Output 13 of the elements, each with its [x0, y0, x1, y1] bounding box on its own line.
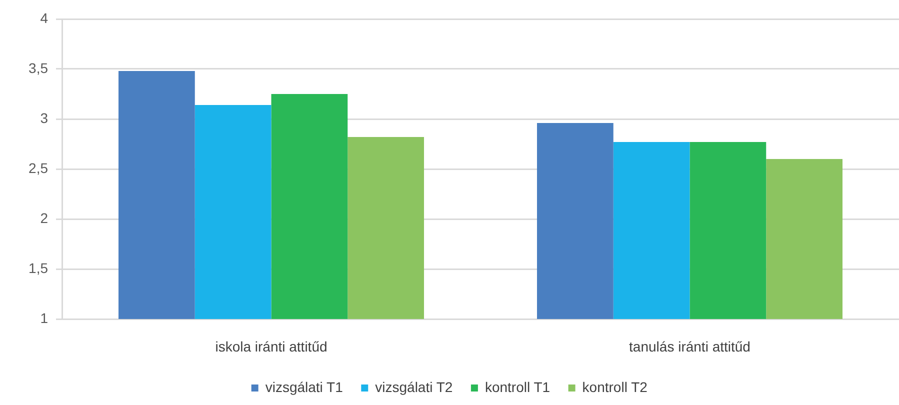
y-tick-label: 3,5 — [28, 60, 48, 76]
y-tick-label: 2 — [40, 210, 48, 226]
y-tick-label: 2,5 — [28, 160, 48, 176]
y-tick-label: 4 — [40, 10, 48, 26]
legend-label: kontroll T2 — [582, 378, 648, 395]
y-tick-label: 3 — [40, 110, 48, 126]
legend-label: vizsgálati T1 — [265, 378, 344, 395]
x-tick-label: tanulás iránti attitűd — [629, 338, 750, 354]
y-tick-label: 1,5 — [28, 260, 48, 276]
legend-label: kontroll T1 — [484, 378, 550, 395]
y-tick-label: 1 — [40, 310, 48, 326]
x-tick-label: iskola iránti attitűd — [215, 338, 328, 354]
legend-label: vizsgálati T2 — [375, 378, 453, 395]
